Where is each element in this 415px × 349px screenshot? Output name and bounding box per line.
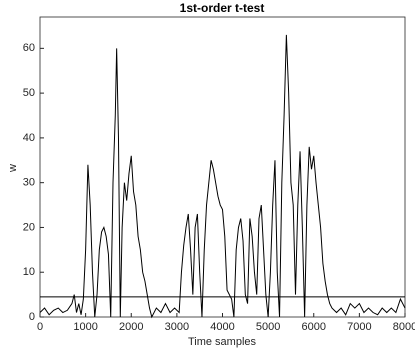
chart-title: 1st-order t-test <box>180 1 265 15</box>
x-tick-label: 8000 <box>393 321 415 333</box>
y-tick-label: 20 <box>23 221 35 233</box>
x-tick-label: 4000 <box>210 321 234 333</box>
y-tick-label: 10 <box>23 266 35 278</box>
x-tick-label: 5000 <box>256 321 280 333</box>
x-tick-label: 3000 <box>165 321 189 333</box>
axes-box <box>39 16 406 318</box>
x-tick-label: 6000 <box>302 321 326 333</box>
data-line <box>39 34 406 319</box>
x-tick-label: 1000 <box>73 321 97 333</box>
y-axis-label: w <box>7 164 19 173</box>
y-tick-label: 40 <box>23 132 35 144</box>
x-tick-label: 2000 <box>119 321 143 333</box>
x-tick-label: 7000 <box>347 321 371 333</box>
x-tick-label: 0 <box>37 321 43 333</box>
y-tick-label: 50 <box>23 87 35 99</box>
y-tick-label: 0 <box>29 311 35 323</box>
y-tick-label: 30 <box>23 177 35 189</box>
x-axis-label: Time samples <box>188 336 257 348</box>
y-tick-label: 60 <box>23 42 35 54</box>
